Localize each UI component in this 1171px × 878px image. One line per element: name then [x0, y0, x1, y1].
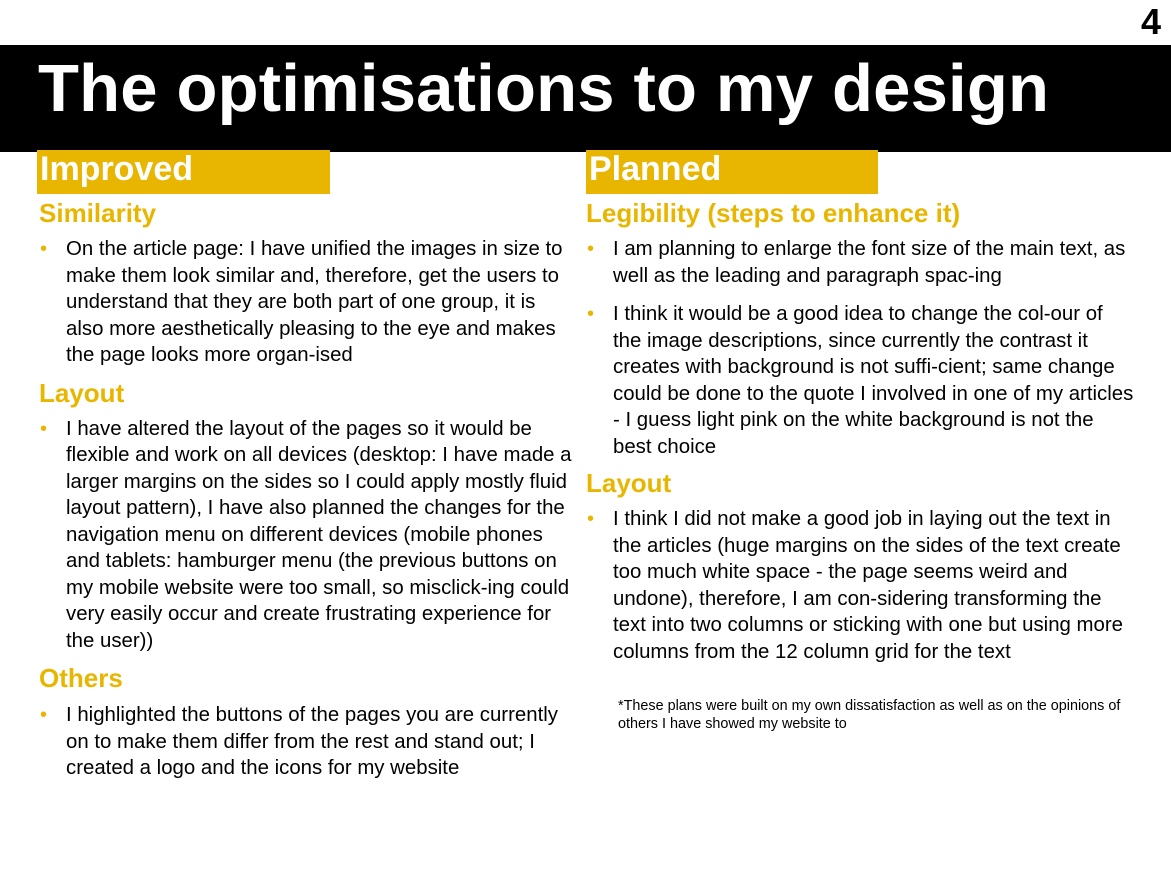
title-bar: The optimisations to my design [0, 45, 1171, 152]
bullet-icon: • [587, 238, 595, 260]
bullet-icon: • [587, 508, 595, 530]
legibility-list: • I am planning to enlarge the font size… [584, 236, 1134, 460]
list-item: • I have altered the layout of the pages… [37, 416, 582, 655]
list-item-text: I am planning to enlarge the font size o… [613, 238, 1126, 287]
list-item: • I think it would be a good idea to cha… [584, 301, 1134, 460]
legibility-heading: Legibility (steps to enhance it) [586, 198, 961, 228]
layout-list-improved: • I have altered the layout of the pages… [37, 416, 582, 655]
bullet-icon: • [40, 704, 48, 726]
list-item-text: I have altered the layout of the pages s… [66, 417, 572, 652]
similarity-list: • On the article page: I have unified th… [37, 236, 577, 369]
list-item: • I think I did not make a good job in l… [584, 506, 1134, 665]
list-item-text: On the article page: I have unified the … [66, 238, 563, 366]
similarity-heading: Similarity [39, 198, 157, 228]
list-item-text: I think it would be a good idea to chang… [613, 303, 1134, 458]
footnote: *These plans were built on my own dissat… [618, 698, 1121, 732]
list-item-text: I think I did not make a good job in lay… [613, 508, 1124, 663]
list-item: • On the article page: I have unified th… [37, 236, 577, 369]
planned-column: Planned Legibility (steps to enhance it)… [584, 150, 1144, 747]
page-title: The optimisations to my design [38, 51, 1050, 126]
bullet-icon: • [587, 303, 595, 325]
improved-column: Improved Similarity • On the article pag… [37, 150, 582, 782]
others-list: • I highlighted the buttons of the pages… [37, 702, 577, 782]
page-number: 4 [1140, 1, 1161, 42]
layout-heading-planned: Layout [586, 468, 672, 498]
planned-heading: Planned [586, 150, 878, 194]
bullet-icon: • [40, 238, 48, 260]
others-heading: Others [39, 663, 123, 693]
improved-heading: Improved [37, 150, 330, 194]
layout-heading-improved: Layout [39, 377, 125, 408]
bullet-icon: • [40, 417, 48, 440]
list-item-text: I highlighted the buttons of the pages y… [66, 704, 558, 779]
layout-list-planned: • I think I did not make a good job in l… [584, 506, 1134, 665]
list-item: • I highlighted the buttons of the pages… [37, 702, 577, 782]
list-item: • I am planning to enlarge the font size… [584, 236, 1134, 289]
